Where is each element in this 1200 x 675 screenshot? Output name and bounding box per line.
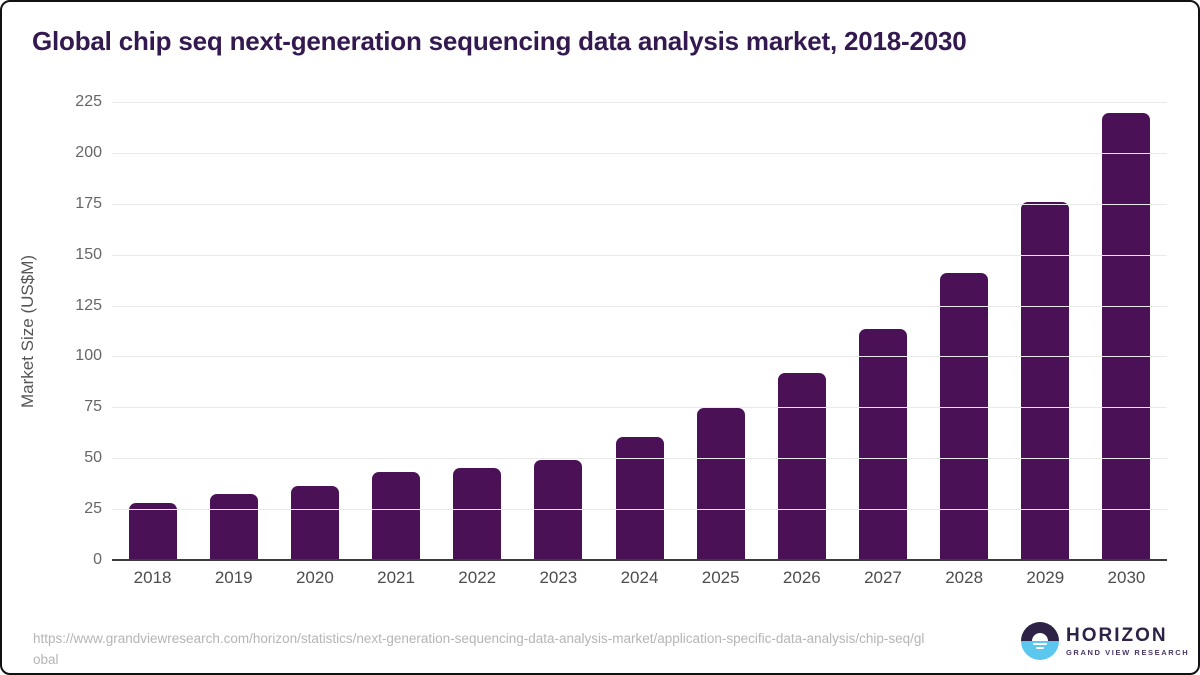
bar-2028 (940, 273, 989, 560)
bar-band-2020 (274, 102, 355, 560)
gridline-225 (112, 102, 1167, 103)
gridline-50 (112, 458, 1167, 460)
y-axis: 225 200 175 150 125 100 75 50 25 0 (54, 93, 102, 568)
x-tick-label-2030: 2030 (1107, 568, 1146, 587)
x-tick-label-2024: 2024 (620, 568, 659, 587)
x-tick-label-2023: 2023 (539, 568, 578, 587)
bar-band-2018 (112, 102, 193, 560)
bar-2030 (1102, 113, 1151, 560)
gridline-200 (112, 152, 1167, 154)
logo-subtitle: GRAND VIEW RESEARCH (1066, 647, 1190, 657)
gridline-125 (112, 305, 1167, 307)
y-tick-label-150: 150 (75, 245, 102, 263)
bar-2022 (453, 467, 502, 560)
x-tick-label-2019: 2019 (214, 568, 253, 587)
bar-2026 (777, 372, 826, 560)
x-tick-label-2022: 2022 (458, 568, 497, 587)
bar-2027 (858, 328, 907, 560)
x-tick-label-2021: 2021 (377, 568, 415, 587)
bar-band-2022 (437, 102, 518, 560)
bar-2020 (290, 486, 339, 560)
gridline-25 (112, 509, 1167, 511)
bar-band-2019 (193, 102, 274, 560)
x-axis: 2018 2019 2020 2021 2022 2023 2024 2025 2026 2027… (112, 568, 1167, 588)
gridline-100 (112, 356, 1167, 358)
chart-title: Global chip seq next-generation sequenci… (32, 26, 967, 56)
logo-sea-half (1021, 641, 1059, 660)
y-tick-label-175: 175 (75, 194, 102, 212)
bar-band-2028 (924, 102, 1005, 560)
x-tick-label-2026: 2026 (782, 568, 821, 587)
y-tick-label-100: 100 (75, 347, 102, 365)
ripple-icon (1033, 643, 1047, 645)
bar-band-2030 (1086, 102, 1167, 560)
bar-2021 (372, 472, 421, 560)
y-tick-label-0: 0 (93, 551, 102, 568)
bar-2019 (209, 494, 258, 560)
logo-title: HORIZON (1066, 624, 1168, 646)
x-tick-label-2020: 2020 (295, 568, 334, 587)
y-tick-label-50: 50 (84, 449, 102, 467)
y-tick-label-200: 200 (75, 143, 102, 161)
gridline-150 (112, 254, 1167, 256)
logo-sky-half (1021, 622, 1059, 641)
source-url: https://www.grandviewresearch.com/horizo… (33, 631, 925, 667)
y-tick-label-75: 75 (84, 398, 102, 416)
bar-band-2025 (680, 102, 761, 560)
x-tick-label-2028: 2028 (945, 568, 984, 587)
logo-text: HORIZON GRAND VIEW RESEARCH (1066, 624, 1190, 657)
bar-band-2029 (1005, 102, 1086, 560)
bar-band-2021 (355, 102, 436, 560)
gridline-75 (112, 407, 1167, 409)
bar-2029 (1021, 201, 1070, 560)
bar-band-2027 (842, 102, 923, 560)
x-tick-label-2025: 2025 (701, 568, 740, 587)
gridline-175 (112, 203, 1167, 205)
x-tick-label-2029: 2029 (1026, 568, 1065, 587)
bar-band-2026 (761, 102, 842, 560)
bar-band-2023 (518, 102, 599, 560)
y-axis-label: Market Size (US$M) (18, 254, 37, 408)
sun-icon (1032, 633, 1048, 641)
horizon-logo-icon (1021, 622, 1059, 660)
y-tick-label-225: 225 (75, 93, 102, 110)
bar-2018 (128, 502, 177, 560)
bar-2023 (534, 460, 583, 560)
bar-2025 (696, 408, 745, 560)
x-tick-label-2018: 2018 (133, 568, 172, 587)
horizon-logo: HORIZON GRAND VIEW RESEARCH (1021, 622, 1189, 660)
y-tick-label-125: 125 (75, 296, 102, 314)
x-tick-label-2027: 2027 (864, 568, 902, 587)
bar-2024 (615, 437, 664, 560)
ripple-icon (1036, 647, 1044, 649)
plot-area (112, 102, 1167, 561)
x-axis-line (112, 559, 1167, 561)
bar-band-2024 (599, 102, 680, 560)
y-tick-label-25: 25 (84, 500, 102, 518)
bars-container (112, 102, 1167, 560)
